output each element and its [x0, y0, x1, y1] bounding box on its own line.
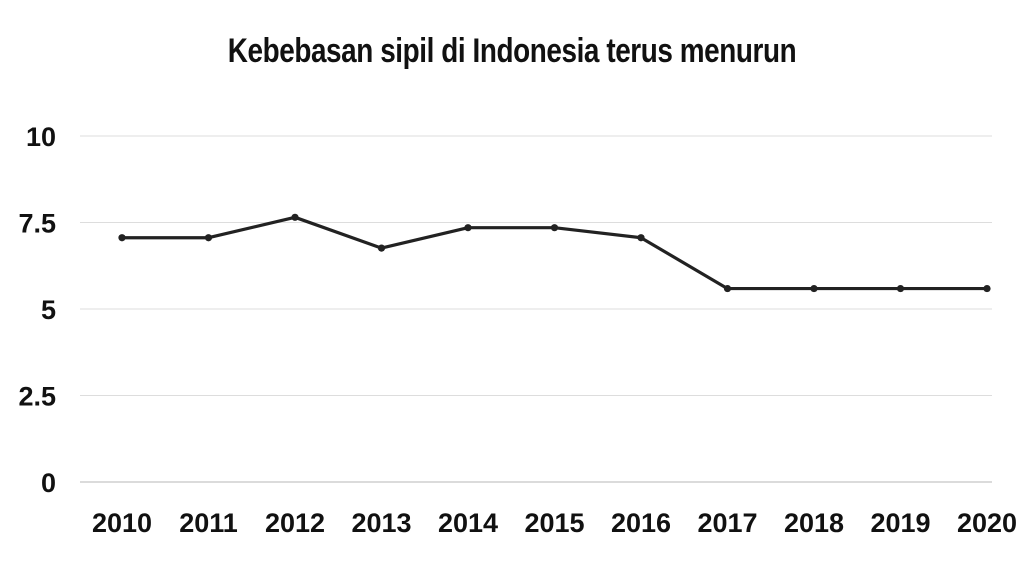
x-tick-label: 2014: [438, 508, 498, 538]
y-tick-label: 10: [26, 122, 56, 152]
x-tick-label: 2010: [92, 508, 152, 538]
data-point: [464, 224, 472, 232]
y-tick-label: 2.5: [18, 382, 56, 412]
x-tick-label: 2012: [265, 508, 325, 538]
x-tick-label: 2016: [611, 508, 671, 538]
data-point: [550, 224, 559, 232]
x-tick-label: 2011: [179, 508, 238, 538]
x-tick-label: 2017: [697, 508, 757, 538]
data-point: [983, 284, 991, 293]
data-point: [637, 234, 645, 242]
x-tick-label: 2018: [784, 508, 844, 538]
y-tick-label: 0: [41, 468, 56, 498]
chart-title: Kebebasan sipil di Indonesia terus menur…: [227, 32, 797, 70]
x-tick-label: 2020: [957, 508, 1017, 538]
y-tick-label: 5: [41, 295, 56, 325]
data-point: [204, 234, 213, 242]
x-tick-label: 2019: [870, 508, 930, 538]
data-point: [723, 284, 732, 293]
data-point: [810, 284, 818, 293]
y-tick-label: 7.5: [18, 209, 56, 239]
data-point: [896, 284, 905, 293]
data-point: [291, 213, 299, 221]
data-point: [377, 244, 386, 252]
x-tick-label: 2013: [351, 508, 411, 538]
data-point: [118, 234, 126, 242]
x-tick-label: 2015: [524, 508, 584, 538]
